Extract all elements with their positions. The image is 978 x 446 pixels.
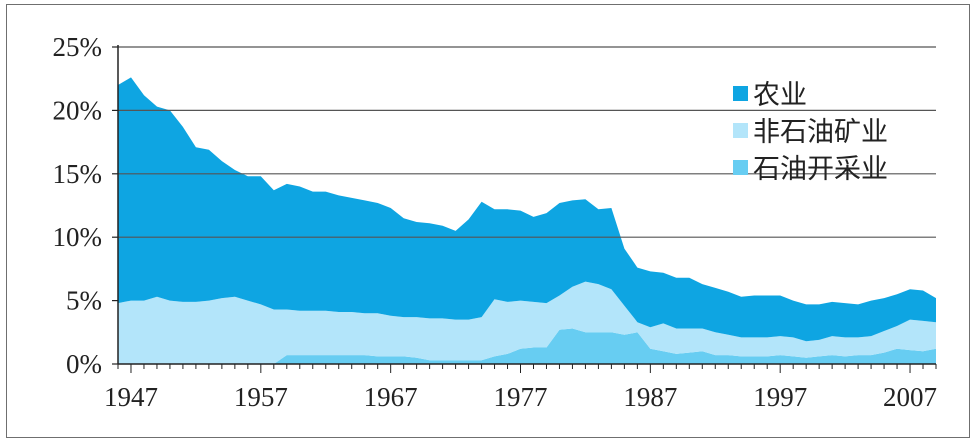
y-tick-label: 15% — [53, 159, 103, 189]
x-tick-label: 1987 — [623, 382, 677, 412]
x-tick-label: 1967 — [364, 382, 418, 412]
x-tick-label: 1947 — [104, 382, 158, 412]
legend-swatch — [733, 160, 748, 175]
x-tick-label: 1977 — [494, 382, 548, 412]
area-series-3 — [118, 77, 936, 342]
x-tick-label: 1997 — [753, 382, 807, 412]
legend-label: 农业 — [753, 80, 807, 111]
y-tick-label: 25% — [53, 32, 103, 62]
legend-label: 石油开采业 — [753, 154, 888, 185]
x-tick-label: 1957 — [234, 382, 288, 412]
y-tick-label: 0% — [66, 349, 102, 379]
y-tick-label: 5% — [66, 286, 102, 316]
legend-swatch — [733, 86, 748, 101]
y-tick-label: 20% — [53, 95, 103, 125]
legend-label: 非石油矿业 — [753, 117, 888, 148]
area-series-2 — [118, 281, 936, 364]
x-tick-label: 2007 — [883, 382, 937, 412]
y-tick-label: 10% — [53, 222, 103, 252]
legend-swatch — [733, 123, 748, 138]
area-series-1 — [118, 328, 936, 364]
